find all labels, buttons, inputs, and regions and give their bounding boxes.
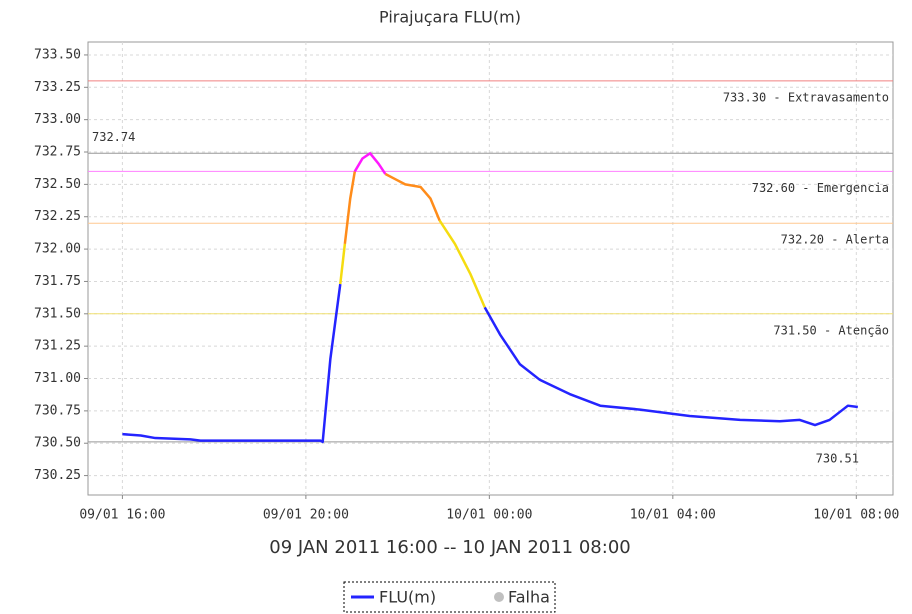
x-axis-label: 09 JAN 2011 16:00 -- 10 JAN 2011 08:00 (269, 537, 630, 558)
legend-swatch (494, 592, 504, 602)
data-line (384, 172, 441, 222)
data-line (343, 171, 357, 245)
threshold-label: 731.50 - Atenção (773, 323, 889, 337)
threshold-label: 732.20 - Alerta (781, 233, 889, 247)
y-tick-label: 733.25 (34, 80, 81, 95)
legend-label: Falha (508, 588, 550, 607)
x-tick-label: 10/01 00:00 (446, 508, 532, 523)
plot-area (87, 41, 894, 496)
y-tick-label: 730.75 (34, 403, 81, 418)
y-tick-label: 732.25 (34, 209, 81, 224)
threshold-label: 732.60 - Emergencia (752, 181, 889, 195)
data-line (438, 219, 486, 308)
data-line (483, 306, 858, 427)
chart-title: Pirajuçara FLU(m) (379, 8, 521, 27)
threshold-label: 733.30 - Extravasamento (723, 90, 889, 104)
y-tick-label: 731.50 (34, 306, 81, 321)
max-label: 732.74 (92, 130, 135, 144)
y-tick-label: 733.00 (34, 112, 81, 127)
x-tick-label: 10/01 08:00 (813, 508, 899, 523)
min-label: 730.51 (816, 451, 859, 465)
x-tick-label: 09/01 20:00 (263, 508, 349, 523)
legend-box (343, 581, 556, 613)
y-tick-label: 732.75 (34, 145, 81, 160)
y-tick-label: 731.00 (34, 371, 81, 386)
data-line (122, 283, 342, 444)
data-line (353, 152, 387, 175)
y-tick-label: 732.00 (34, 242, 81, 257)
y-tick-label: 733.50 (34, 47, 81, 62)
x-tick-label: 09/01 16:00 (79, 508, 165, 523)
y-tick-label: 731.75 (34, 274, 81, 289)
x-tick-label: 10/01 04:00 (630, 508, 716, 523)
y-tick-label: 732.50 (34, 177, 81, 192)
legend-label: FLU(m) (379, 588, 436, 607)
y-tick-label: 730.50 (34, 436, 81, 451)
data-line (339, 243, 347, 285)
y-tick-label: 730.25 (34, 468, 81, 483)
y-tick-label: 731.25 (34, 339, 81, 354)
